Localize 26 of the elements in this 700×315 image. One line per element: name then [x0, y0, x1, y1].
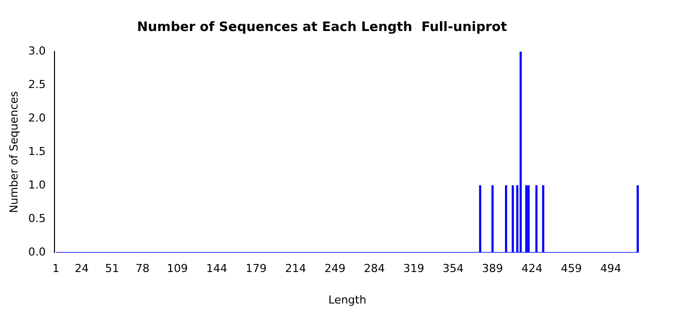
x-tick-label: 24: [74, 262, 89, 276]
x-tick-label: 144: [206, 262, 228, 276]
x-tick-label: 354: [442, 262, 464, 276]
y-axis-title: Number of Sequences: [7, 90, 20, 213]
x-tick-label: 424: [521, 262, 542, 276]
y-tick-label: 1.0: [28, 178, 46, 192]
x-tick-label: 494: [600, 262, 622, 276]
y-tick-label: 0.0: [28, 245, 46, 258]
x-tick-label: 214: [285, 262, 306, 276]
y-tick-label: 2.5: [28, 78, 46, 91]
x-tick-label: 319: [403, 262, 424, 276]
x-tick-label: 51: [105, 262, 120, 276]
x-tick-label: 78: [135, 262, 150, 276]
x-axis-title: Length: [328, 293, 366, 306]
y-tick-label: 3.0: [28, 44, 46, 58]
chart-title: Number of Sequences at Each Length Full-uniprot: [137, 20, 507, 36]
y-tick-label: 0.5: [28, 212, 46, 225]
x-tick-label: 1: [52, 262, 60, 276]
x-tick-label: 389: [482, 262, 504, 276]
x-tick-label: 109: [166, 262, 188, 276]
y-tick-label: 2.0: [28, 111, 46, 124]
x-tick-label: 179: [246, 262, 267, 276]
y-tick-label: 1.5: [28, 144, 46, 158]
x-tick-label: 459: [560, 262, 582, 276]
x-tick-label: 284: [364, 262, 385, 276]
x-tick-label: 249: [324, 262, 346, 276]
